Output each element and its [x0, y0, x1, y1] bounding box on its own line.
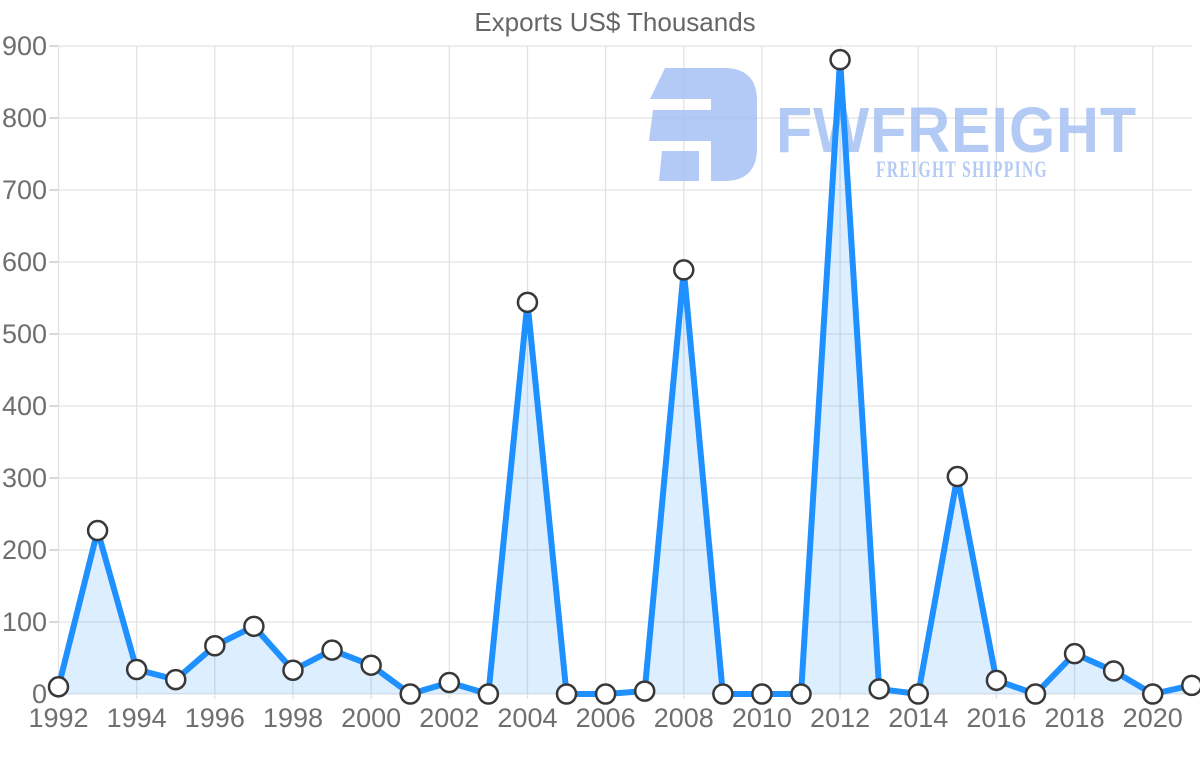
- fwfreight-brand-text: FWFREIGHT: [776, 94, 1137, 166]
- data-point-1997[interactable]: [243, 615, 265, 638]
- data-point-2010[interactable]: [751, 683, 773, 705]
- y-axis-label-400: 400: [2, 391, 47, 421]
- x-axis-label-2008: 2008: [654, 703, 714, 733]
- chart-title: Exports US$ Thousands: [474, 7, 755, 37]
- data-point-1995[interactable]: [164, 668, 187, 691]
- x-axis-label-2012: 2012: [810, 703, 870, 733]
- x-axis-label-2016: 2016: [966, 703, 1026, 733]
- data-point-2004[interactable]: [516, 291, 539, 314]
- y-axis-label-900: 900: [2, 31, 47, 61]
- x-axis-label-2006: 2006: [576, 703, 636, 733]
- y-axis-label-100: 100: [2, 607, 47, 637]
- x-axis-label-2020: 2020: [1123, 703, 1183, 733]
- data-point-1998[interactable]: [282, 659, 304, 681]
- data-point-2002[interactable]: [438, 671, 461, 694]
- data-point-2021[interactable]: [1181, 674, 1200, 697]
- data-point-2019[interactable]: [1102, 660, 1125, 682]
- y-axis-label-0: 0: [32, 679, 47, 709]
- fwfreight-tagline-text: FREIGHT SHIPPING: [876, 157, 1048, 182]
- data-point-1996[interactable]: [204, 635, 226, 657]
- y-axis-label-700: 700: [2, 175, 47, 205]
- data-point-2020[interactable]: [1141, 683, 1164, 705]
- data-point-2007[interactable]: [633, 680, 656, 702]
- x-axis-label-2010: 2010: [732, 703, 792, 733]
- x-axis-label-2004: 2004: [497, 703, 557, 733]
- x-axis-label-1996: 1996: [185, 703, 245, 733]
- x-axis-label-1992: 1992: [28, 703, 88, 733]
- x-axis-labels: 1992 1994 1996 1998 2000 2002 2004 2006 2008 2010…: [28, 703, 1182, 733]
- data-point-2016[interactable]: [985, 669, 1008, 692]
- y-axis-label-200: 200: [2, 535, 47, 565]
- data-point-1994[interactable]: [125, 658, 148, 681]
- y-axis-label-600: 600: [2, 247, 47, 277]
- data-point-1999[interactable]: [321, 639, 343, 661]
- data-point-2000[interactable]: [360, 654, 382, 676]
- fwfreight-logo-icon: [649, 68, 757, 181]
- y-axis-label-800: 800: [2, 103, 47, 133]
- data-point-2001[interactable]: [399, 683, 421, 705]
- x-axis-label-2002: 2002: [419, 703, 479, 733]
- x-axis-label-2000: 2000: [341, 703, 401, 733]
- data-point-2006[interactable]: [594, 683, 617, 705]
- data-points: [47, 48, 1200, 705]
- data-point-2014[interactable]: [907, 683, 929, 705]
- x-axis-label-1994: 1994: [107, 703, 167, 733]
- x-axis-label-1998: 1998: [263, 703, 323, 733]
- x-axis-label-2018: 2018: [1045, 703, 1105, 733]
- fwfreight-watermark: FWFREIGHT FREIGHT SHIPPING: [649, 68, 1137, 182]
- data-point-1993[interactable]: [86, 519, 109, 542]
- y-axis-labels: 0 100 200 300 400 500 600 700 800 900: [2, 31, 47, 709]
- data-point-2017[interactable]: [1024, 683, 1047, 705]
- data-point-2008[interactable]: [673, 259, 695, 281]
- data-point-2009[interactable]: [712, 683, 734, 705]
- y-axis-label-500: 500: [2, 319, 47, 349]
- data-point-2012[interactable]: [829, 48, 851, 71]
- data-point-2005[interactable]: [555, 683, 578, 705]
- vertical-gridlines: [57, 46, 1154, 699]
- x-axis-label-2014: 2014: [888, 703, 948, 733]
- data-point-1992[interactable]: [47, 676, 70, 698]
- y-axis-label-300: 300: [2, 463, 47, 493]
- data-point-2013[interactable]: [868, 678, 890, 700]
- data-point-2015[interactable]: [946, 465, 969, 488]
- data-point-2011[interactable]: [790, 683, 812, 705]
- data-point-2003[interactable]: [477, 683, 500, 705]
- data-point-2018[interactable]: [1063, 642, 1086, 665]
